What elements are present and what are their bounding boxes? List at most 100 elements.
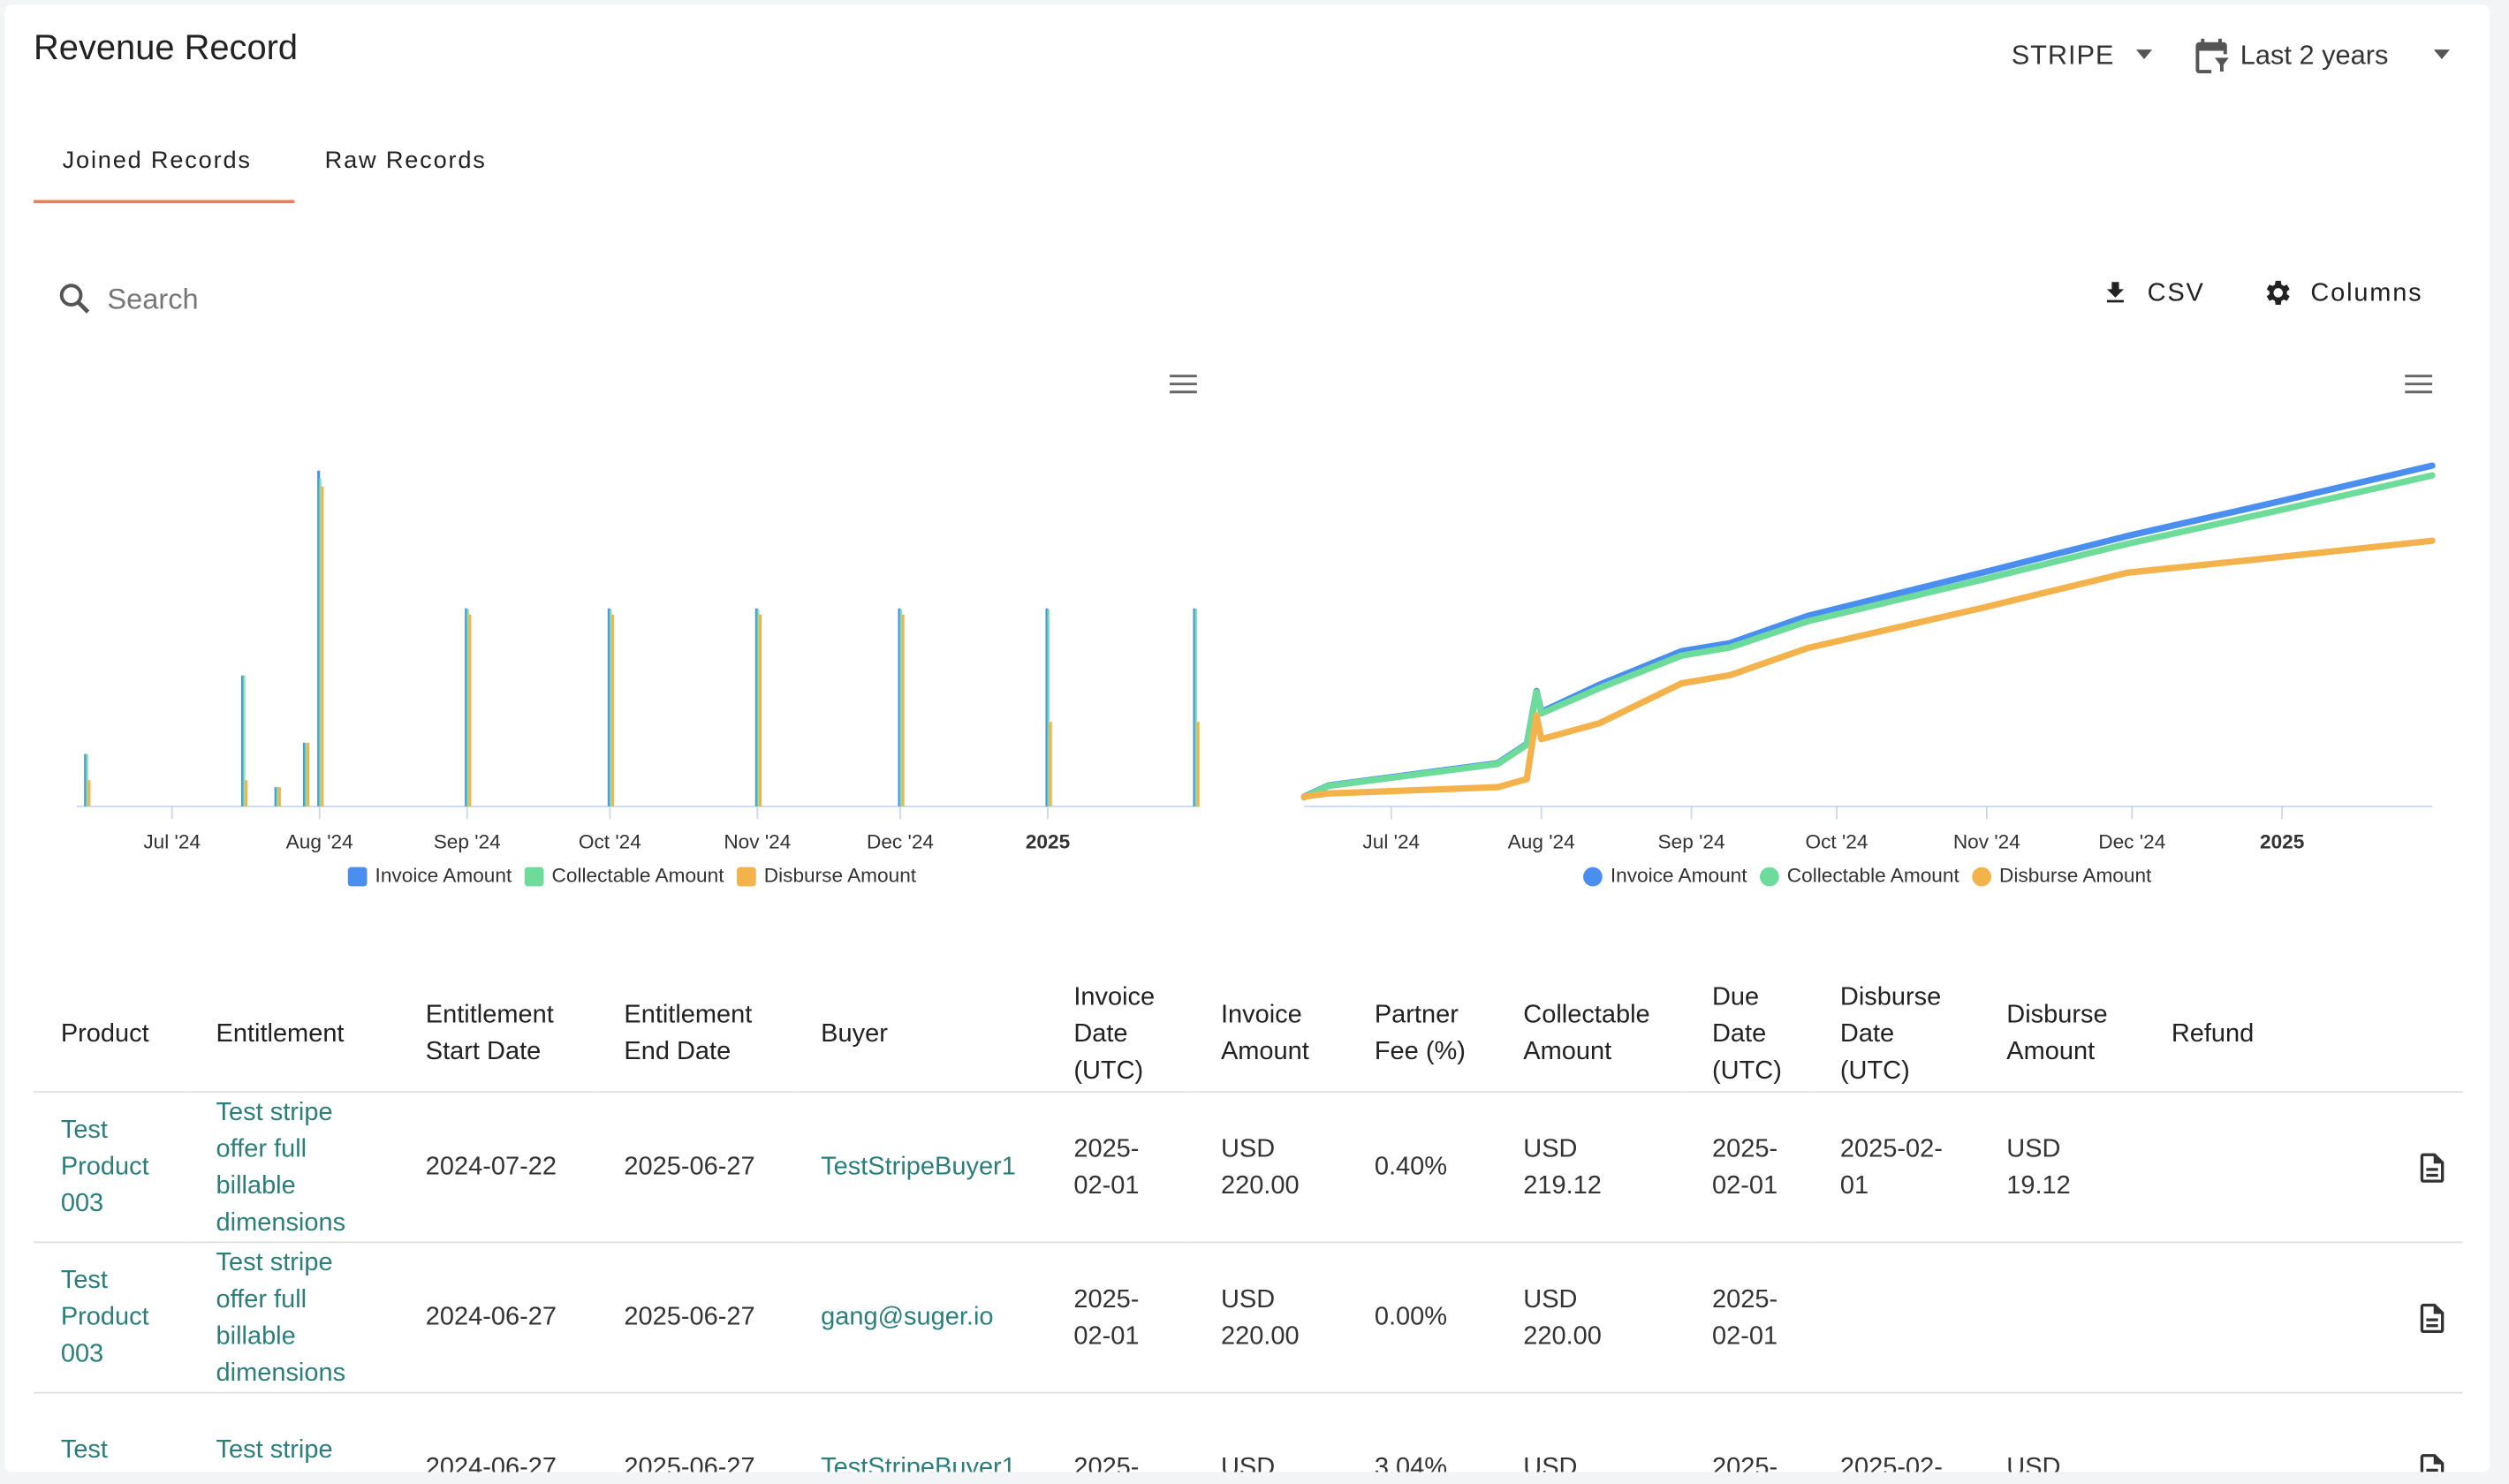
dropdown-caret[interactable]	[2430, 47, 2452, 63]
bar	[898, 608, 901, 806]
table-cell[interactable]: Test stripe offer full	[188, 1392, 398, 1473]
column-header[interactable]: Disburse Date (UTC)	[1813, 975, 1980, 1094]
document-icon[interactable]	[2414, 1450, 2450, 1473]
bar	[245, 780, 248, 806]
document-icon[interactable]	[2414, 1300, 2450, 1336]
bar	[84, 753, 87, 806]
x-tick-label: Jul '24	[1362, 830, 1420, 852]
csv-button[interactable]: CSV	[2147, 279, 2205, 307]
bar	[465, 608, 468, 806]
table-cell[interactable]: TestStripeBuyer1	[793, 1392, 1047, 1473]
column-header[interactable]: Product	[34, 975, 189, 1094]
bar	[307, 742, 310, 806]
x-tick-label: Nov '24	[1953, 830, 2020, 852]
table-cell: 2025-02-01	[1813, 1092, 1980, 1244]
column-header[interactable]: Refund	[2144, 975, 2353, 1094]
row-actions	[2352, 1092, 2463, 1244]
legend-label: Invoice Amount	[375, 865, 512, 887]
search-input[interactable]: Search	[107, 283, 199, 315]
table-cell: USD	[1979, 1392, 2145, 1473]
table-cell: 2025-02-01	[1685, 1242, 1814, 1394]
legend-label: Disburse Amount	[1999, 865, 2152, 887]
table-cell	[2144, 1092, 2353, 1244]
table-cell[interactable]: gang@suger.io	[793, 1242, 1047, 1394]
column-header[interactable]: Invoice Amount	[1194, 975, 1348, 1094]
table-cell	[1813, 1242, 1980, 1394]
bar	[754, 608, 758, 806]
calendar-icon[interactable]	[2191, 35, 2232, 77]
column-header[interactable]: Buyer	[793, 975, 1047, 1094]
column-header[interactable]: Invoice Date (UTC)	[1046, 975, 1194, 1094]
bar	[609, 609, 612, 806]
table-cell: USD 219.12	[1496, 1092, 1686, 1244]
legend-swatch	[347, 867, 368, 887]
table-cell: USD	[1496, 1392, 1686, 1473]
table-cell[interactable]: Test Product 003	[34, 1242, 189, 1394]
table-cell: 0.40%	[1347, 1092, 1497, 1244]
x-tick-label: Aug '24	[286, 830, 353, 852]
table-cell[interactable]: Test stripe offer full billable dimensio…	[188, 1242, 398, 1394]
table-cell[interactable]: Test Product	[34, 1392, 189, 1473]
bar	[276, 787, 279, 806]
dropdown-caret[interactable]	[2133, 47, 2155, 63]
x-tick-label: 2025	[1026, 830, 1070, 852]
table-cell: 0.00%	[1347, 1242, 1497, 1394]
table-cell: USD 220.00	[1496, 1242, 1686, 1394]
table-cell[interactable]: Test Product 003	[34, 1092, 189, 1244]
tab[interactable]: Raw Records	[324, 147, 487, 175]
column-header[interactable]: Due Date (UTC)	[1685, 975, 1814, 1094]
x-tick-label: Oct '24	[579, 830, 641, 852]
x-tick-label: 2025	[2260, 830, 2304, 852]
column-header[interactable]: Disburse Amount	[1979, 975, 2145, 1094]
table-cell	[2144, 1392, 2353, 1473]
x-tick-label: Oct '24	[1805, 830, 1868, 852]
table-cell: 2025-06-27	[596, 1092, 794, 1244]
card: Revenue Record STRIPE Last 2 years Joine…	[4, 4, 2490, 1473]
header-row: Product Entitlement Entitlement Start Date…	[34, 975, 2463, 1094]
source-select[interactable]: STRIPE	[2011, 40, 2115, 71]
column-header[interactable]: Entitlement End Date	[596, 975, 794, 1094]
column-header[interactable]: Entitlement Start Date	[398, 975, 597, 1094]
legend-swatch	[1972, 867, 1991, 887]
chart-menu[interactable]	[2405, 375, 2433, 394]
line	[1300, 537, 2436, 800]
chart-menu[interactable]	[1170, 375, 1197, 394]
table-row: Test Product 003 Test stripe offer full b…	[34, 1242, 2463, 1394]
columns-button[interactable]: Columns	[2310, 279, 2423, 307]
bar	[318, 478, 322, 806]
date-range-select[interactable]: Last 2 years	[2240, 40, 2389, 71]
table-cell: 2024-07-22	[398, 1092, 597, 1244]
bar	[1193, 608, 1196, 806]
bar	[321, 486, 324, 806]
column-header[interactable]: Collectable Amount	[1496, 975, 1686, 1094]
table-row: Test Product 003 Test stripe offer full b…	[34, 1092, 2463, 1244]
table-cell: 2025-06-27	[596, 1242, 794, 1394]
legend: Invoice Amount Collectable Amount Disburse…	[1583, 865, 2152, 887]
table-cell[interactable]: Test stripe offer full billable dimensio…	[188, 1092, 398, 1244]
bar	[277, 787, 281, 806]
records-table: Product Entitlement Entitlement Start Date…	[34, 975, 2463, 1473]
legend-label: Collectable Amount	[1787, 865, 1960, 887]
table-cell: 2025-02-	[1813, 1392, 1980, 1473]
column-header[interactable]: Partner Fee (%)	[1347, 975, 1497, 1094]
download-icon[interactable]	[2101, 276, 2130, 308]
legend-label: Disburse Amount	[764, 865, 917, 887]
charts: Jul '24 Aug '24 Sep '24 Oct '24 Nov '24 Dec '…	[76, 375, 2436, 887]
table-cell[interactable]: TestStripeBuyer1	[793, 1092, 1047, 1244]
column-header[interactable]: Entitlement	[188, 975, 398, 1094]
document-icon[interactable]	[2414, 1149, 2450, 1185]
legend-label: Collectable Amount	[552, 865, 725, 887]
table-cell: 2025-	[1046, 1392, 1194, 1473]
x-tick-label: Sep '24	[434, 830, 501, 852]
legend: Invoice Amount Collectable Amount Disburse…	[347, 865, 917, 887]
table-cell: USD 19.12	[1979, 1092, 2145, 1244]
tab[interactable]: Joined Records	[62, 147, 252, 175]
table-cell: 2025-06-27	[596, 1392, 794, 1473]
legend-swatch	[1583, 867, 1603, 887]
legend-swatch	[736, 867, 756, 887]
gear-icon[interactable]	[2261, 276, 2293, 308]
table-cell: USD	[1194, 1392, 1348, 1473]
row-actions	[2352, 1242, 2463, 1394]
bar	[242, 675, 246, 806]
